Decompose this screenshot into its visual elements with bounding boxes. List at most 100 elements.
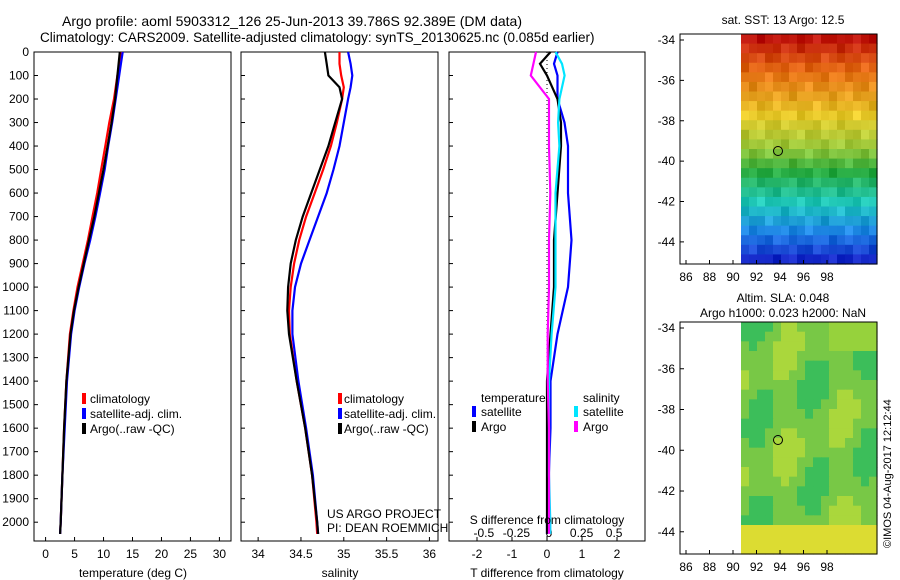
map-cell [853,389,862,400]
map-cell [741,244,750,256]
map-cell [805,515,814,526]
map-cell [773,351,782,362]
map-cell [805,206,814,217]
map-cell [805,81,814,93]
map-cell [837,110,846,121]
lon-label: 96 [797,270,811,284]
map-cell [789,235,798,246]
map-cell [805,244,814,256]
map-cell [789,486,798,497]
legend-label-satellite: satellite-adj. clim. [344,407,436,421]
map-cell [845,225,854,236]
map-cell [837,399,846,410]
map-cell [797,380,806,391]
map-cell [757,476,766,487]
map-cell [813,196,822,208]
map-cell [821,62,830,73]
map-cell [805,216,814,227]
map-cell [781,168,790,179]
map-cell [789,351,798,362]
map-cell [853,418,862,429]
ytick-label: 100 [9,69,29,83]
map-cell [797,53,806,64]
map-cell [797,91,806,102]
map-cell [853,447,862,458]
map-cell [837,129,846,141]
map-cell [781,418,790,429]
map-cell [813,409,822,420]
map-cell [861,467,870,478]
map-cell [765,187,774,198]
map-cell [869,177,878,188]
map-cell [757,505,766,516]
difference-legend: temperature salinity satellite Argo sate… [472,391,624,434]
map-cell [837,72,846,83]
map-cell [797,235,806,246]
map-cell [765,91,774,102]
map-cell [861,486,870,497]
ytick-label: 1700 [2,445,29,459]
map-cell [845,515,854,526]
map-cell [773,322,782,333]
map-cell [765,110,774,121]
map-cell [813,389,822,400]
map-cell [813,206,822,217]
map-cell [813,168,822,179]
legend-swatch-climatology [82,393,86,404]
map-cell [789,129,798,141]
map-cell [773,428,782,439]
lon-label: 96 [797,560,811,574]
map-cell [869,389,878,400]
lon-label: 86 [679,270,693,284]
map-cell [781,81,790,93]
map-cell [741,196,750,208]
map-cell [781,101,790,112]
map-cell [861,149,870,160]
map-cell [749,341,758,352]
map-cell [749,525,758,536]
sst-argo-marker [773,146,783,156]
map-cell [853,370,862,381]
map-cell [741,43,750,54]
map-cell [821,534,830,545]
map-cell [821,322,830,333]
map-cell [853,399,862,410]
map-cell [813,486,822,497]
map-cell [845,187,854,198]
map-cell [805,177,814,188]
series-line-argo-raw-qc- [286,51,344,534]
map-cell [741,515,750,526]
map-cell [853,515,862,526]
map-cell [781,34,790,45]
map-cell [845,72,854,83]
map-cell [773,43,782,54]
map-cell [829,331,838,342]
map-cell [845,139,854,150]
map-cell [805,187,814,198]
xtick-label: 1 [579,547,586,561]
lat-label: -38 [658,403,676,417]
map-cell [845,53,854,64]
map-cell [773,149,782,160]
map-cell [813,505,822,516]
map-cell [829,534,838,545]
map-cell [741,505,750,516]
map-cell [781,341,790,352]
map-cell [765,225,774,236]
map-cell [821,525,830,536]
map-cell [805,389,814,400]
map-cell [765,177,774,188]
map-cell [765,428,774,439]
map-cell [821,168,830,179]
map-cell [829,196,838,208]
map-cell [765,457,774,468]
map-cell [805,457,814,468]
map-cell [749,515,758,526]
map-cell [757,216,766,227]
map-cell [741,486,750,497]
map-cell [781,360,790,371]
salinity-legend: climatology satellite-adj. clim. Argo(..… [338,392,436,436]
map-cell [853,235,862,246]
lon-label: 92 [750,560,764,574]
map-cell [853,244,862,256]
